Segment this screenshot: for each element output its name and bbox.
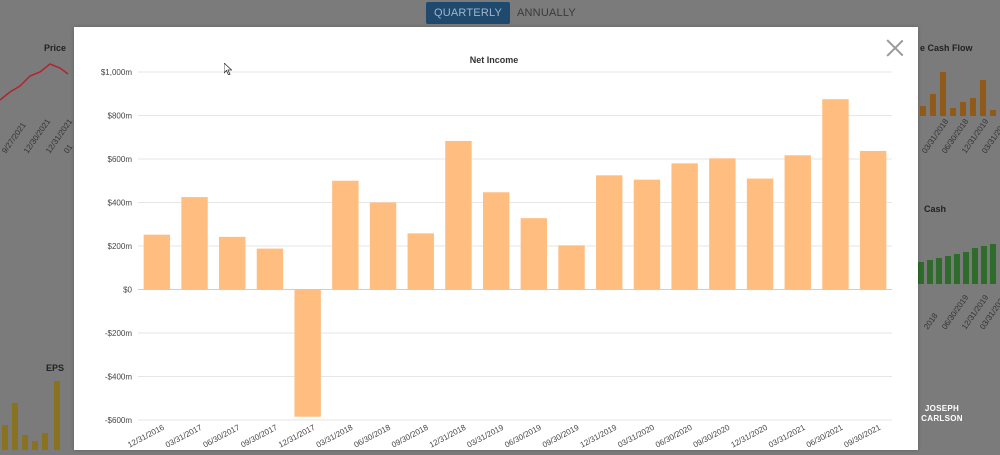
watermark-line: CARLSON bbox=[921, 414, 963, 423]
y-tick-label: $600m bbox=[108, 155, 133, 164]
price-date-label: 01 bbox=[62, 142, 75, 156]
bar-series bbox=[143, 99, 887, 417]
x-tick-label: 09/30/2020 bbox=[692, 423, 732, 450]
bar[interactable] bbox=[746, 178, 774, 290]
period-tabs: QUARTERLY ANNUALLY bbox=[0, 0, 1000, 24]
bar[interactable] bbox=[219, 236, 246, 290]
price-mini-chart bbox=[0, 63, 69, 101]
eps-panel-title: EPS bbox=[46, 363, 65, 373]
x-tick-label: 12/31/2018 bbox=[428, 423, 468, 450]
bar[interactable] bbox=[294, 289, 321, 417]
x-tick-label: 06/30/2021 bbox=[805, 423, 845, 450]
bar[interactable] bbox=[596, 175, 623, 290]
bar[interactable] bbox=[822, 99, 849, 290]
bar[interactable] bbox=[671, 163, 698, 290]
bar[interactable] bbox=[482, 192, 510, 290]
bar[interactable] bbox=[407, 233, 434, 290]
x-tick-label: 06/30/2017 bbox=[202, 423, 242, 450]
tab-quarterly[interactable]: QUARTERLY bbox=[426, 2, 511, 24]
chart-title: Net Income bbox=[470, 55, 519, 65]
bar[interactable] bbox=[859, 150, 887, 290]
x-tick-label: 09/30/2017 bbox=[239, 423, 279, 450]
bar[interactable] bbox=[256, 248, 284, 290]
y-tick-label: $800m bbox=[108, 112, 133, 121]
bar[interactable] bbox=[445, 140, 472, 290]
x-tick-label: 03/31/2019 bbox=[466, 423, 506, 450]
bar[interactable] bbox=[181, 197, 208, 290]
x-tick-label: 12/31/2020 bbox=[729, 423, 769, 450]
x-tick-label: 09/30/2021 bbox=[843, 423, 883, 450]
x-tick-label: 12/31/2019 bbox=[579, 423, 619, 450]
x-tick-label: 09/30/2018 bbox=[390, 423, 430, 450]
net-income-chart: Net Income $1,000m $800m $600m $400m $200m $0… bbox=[101, 55, 892, 450]
bar[interactable] bbox=[784, 155, 811, 290]
bar[interactable] bbox=[520, 218, 548, 290]
bar[interactable] bbox=[143, 234, 171, 290]
y-tick-label: $400m bbox=[108, 199, 133, 208]
bar[interactable] bbox=[332, 180, 359, 290]
watermark: JOSEPH CARLSON bbox=[902, 404, 982, 424]
bar[interactable] bbox=[633, 179, 661, 290]
x-tick-label: 09/30/2019 bbox=[541, 423, 581, 450]
x-tick-label: 12/31/2016 bbox=[126, 423, 166, 450]
x-tick-label: 06/30/2019 bbox=[503, 423, 543, 450]
x-tick-label: 03/31/2021 bbox=[767, 423, 807, 450]
watermark-line: JOSEPH bbox=[924, 404, 960, 413]
y-axis: $1,000m $800m $600m $400m $200m $0 -$200m -$400… bbox=[101, 68, 133, 425]
y-tick-label: $0 bbox=[123, 286, 132, 295]
cash-flow-panel-title: e Cash Flow bbox=[920, 43, 973, 53]
chart-modal: Net Income $1,000m $800m $600m $400m $200m $0… bbox=[74, 27, 918, 450]
bar[interactable] bbox=[709, 158, 736, 290]
x-tick-label: 12/31/2017 bbox=[277, 423, 317, 450]
cash-flow-mini-chart bbox=[920, 72, 996, 116]
cash-panel-title: Cash bbox=[924, 204, 947, 214]
x-axis: 12/31/201603/31/201706/30/201709/30/2017… bbox=[126, 423, 882, 450]
x-tick-label: 06/30/2018 bbox=[352, 423, 392, 450]
price-panel-title: Price bbox=[44, 43, 67, 53]
y-tick-label: -$600m bbox=[105, 416, 132, 425]
y-tick-label: -$400m bbox=[105, 373, 132, 382]
x-tick-label: 06/30/2020 bbox=[654, 423, 694, 450]
bar[interactable] bbox=[558, 245, 585, 290]
y-tick-label: $1,000m bbox=[101, 68, 132, 77]
mouse-cursor-icon bbox=[224, 63, 232, 75]
cash-date-label: 2018 bbox=[922, 311, 940, 332]
y-tick-label: -$200m bbox=[105, 329, 132, 338]
cash-mini-chart bbox=[918, 244, 996, 284]
x-tick-label: 03/31/2018 bbox=[315, 423, 355, 450]
bar[interactable] bbox=[369, 202, 397, 290]
close-icon[interactable] bbox=[886, 39, 904, 57]
tab-annually[interactable]: ANNUALLY bbox=[517, 7, 576, 19]
y-tick-label: $200m bbox=[108, 242, 133, 251]
eps-mini-chart bbox=[2, 381, 60, 450]
grid-lines bbox=[138, 71, 892, 421]
x-tick-label: 03/31/2017 bbox=[164, 423, 204, 450]
x-tick-label: 03/31/2020 bbox=[616, 423, 656, 450]
